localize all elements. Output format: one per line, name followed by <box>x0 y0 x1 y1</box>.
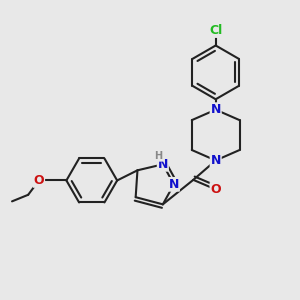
Text: O: O <box>34 174 44 187</box>
Text: Cl: Cl <box>209 24 222 37</box>
Text: N: N <box>169 178 179 191</box>
Text: O: O <box>210 183 221 196</box>
Text: N: N <box>211 154 221 167</box>
Text: H: H <box>154 151 162 161</box>
Text: N: N <box>158 158 168 171</box>
Text: N: N <box>211 103 221 116</box>
